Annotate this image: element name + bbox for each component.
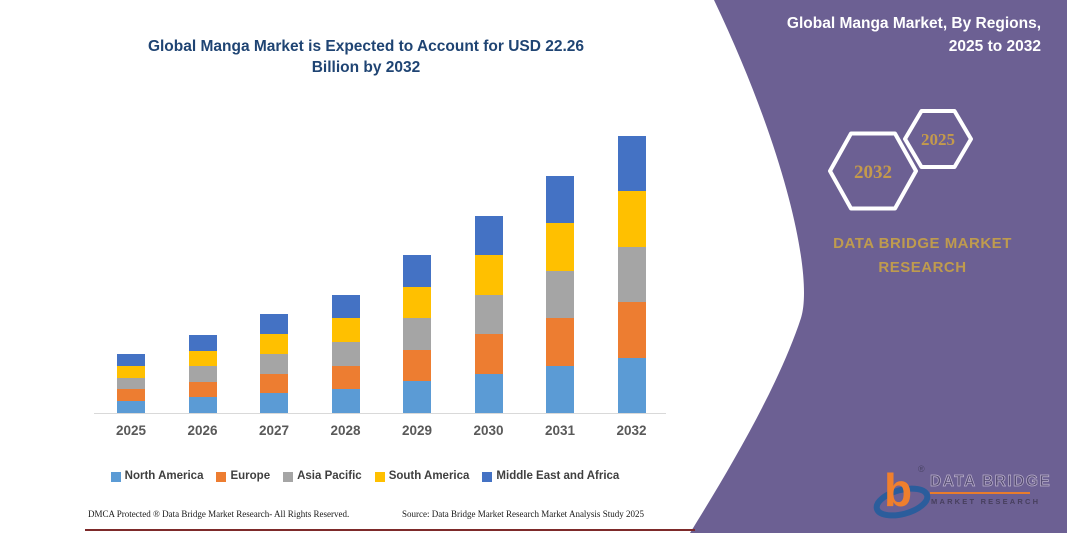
- footer-source: Source: Data Bridge Market Research Mark…: [402, 509, 644, 519]
- logo-underline: [930, 492, 1030, 494]
- logo-letter: b: [884, 464, 912, 516]
- bar-segment-asia-pacific-2032: [617, 246, 646, 303]
- bar-segment-middle-east-and-africa-2029: [403, 254, 431, 287]
- chart-title-line1: Global Manga Market is Expected to Accou…: [147, 38, 585, 55]
- x-axis-label-2031: 2031: [544, 423, 576, 438]
- bar-segment-middle-east-and-africa-2026: [188, 334, 217, 351]
- bar-segment-asia-pacific-2030: [474, 294, 503, 335]
- footer-dmca: DMCA Protected ® Data Bridge Market Rese…: [88, 509, 350, 519]
- bar-segment-europe-2032: [617, 302, 646, 358]
- bar-segment-north-america-2032: [617, 357, 646, 413]
- bar-segment-middle-east-and-africa-2031: [546, 175, 574, 224]
- x-axis-label-2032: 2032: [616, 423, 647, 438]
- x-axis-line: [94, 413, 666, 414]
- bar-segment-europe-2027: [260, 373, 288, 394]
- bar-segment-north-america-2025: [117, 401, 145, 413]
- bar-segment-north-america-2030: [474, 373, 503, 413]
- legend-item-europe: Europe: [216, 470, 270, 482]
- databridge-logo-icon: b ®: [873, 464, 931, 519]
- panel-heading: Global Manga Market, By Regions, 2025 to…: [787, 12, 1041, 58]
- legend-item-south-america: South America: [374, 470, 470, 482]
- bar-segment-north-america-2027: [260, 393, 288, 413]
- legend-label: Europe: [230, 470, 271, 482]
- bar-segment-asia-pacific-2027: [260, 353, 288, 374]
- bar-segment-europe-2026: [188, 381, 217, 398]
- bar-segment-europe-2028: [331, 365, 360, 390]
- legend-swatch: [482, 471, 493, 482]
- legend-item-north-america: North America: [110, 470, 204, 482]
- legend-swatch: [283, 471, 294, 482]
- bar-segment-europe-2031: [546, 318, 574, 366]
- bar-segment-south-america-2025: [117, 365, 145, 378]
- bar-segment-asia-pacific-2029: [403, 318, 431, 350]
- bar-segment-south-america-2027: [260, 334, 288, 354]
- legend-swatch: [374, 471, 385, 482]
- bar-segment-south-america-2032: [617, 191, 646, 247]
- x-axis-label-2027: 2027: [258, 423, 290, 438]
- legend-label: Asia Pacific: [297, 470, 362, 482]
- logo-swoosh-icon: [873, 485, 931, 519]
- bar-segment-south-america-2031: [546, 223, 574, 271]
- bar-segment-middle-east-and-africa-2030: [474, 216, 503, 256]
- brand-text-line1: DATA BRIDGE MARKET: [833, 235, 1012, 252]
- bar-segment-asia-pacific-2026: [188, 366, 217, 382]
- hexagon-small-label: 2025: [921, 130, 955, 149]
- brand-text-line2: RESEARCH: [878, 259, 967, 276]
- legend-label: North America: [124, 470, 204, 482]
- bottom-rule: [85, 529, 695, 531]
- bar-segment-south-america-2030: [474, 255, 503, 295]
- bar-segment-south-america-2028: [331, 318, 360, 343]
- logo-subtext: MARKET RESEARCH: [931, 497, 1041, 506]
- chart-legend: North America Europe Asia Pacific South Ame…: [50, 470, 680, 482]
- chart-title-line2: Billion by 2032: [311, 59, 421, 76]
- bar-segment-europe-2030: [474, 334, 503, 374]
- legend-swatch: [216, 471, 227, 482]
- panel-heading-line2: 2025 to 2032: [948, 38, 1041, 55]
- legend-item-asia-pacific: Asia Pacific: [283, 470, 362, 482]
- bar-segment-europe-2029: [403, 349, 431, 382]
- logo-wordmark: DATA BRIDGE: [930, 473, 1052, 491]
- bar-segment-asia-pacific-2025: [117, 377, 145, 390]
- hexagon-large: [828, 131, 918, 211]
- logo-registered-mark: ®: [918, 464, 925, 474]
- hexagon-small: [903, 109, 973, 169]
- x-axis-label-2026: 2026: [187, 423, 218, 438]
- bar-segment-north-america-2029: [403, 381, 431, 413]
- brand-text: DATA BRIDGE MARKET RESEARCH: [810, 232, 1035, 280]
- x-axis-label-2025: 2025: [115, 423, 147, 438]
- bar-segment-middle-east-and-africa-2025: [117, 354, 145, 366]
- hexagon-large-label: 2032: [854, 162, 892, 183]
- bar-segment-north-america-2028: [331, 389, 360, 413]
- chart-title: Global Manga Market is Expected to Accou…: [60, 36, 672, 78]
- x-axis-label-2029: 2029: [401, 423, 433, 438]
- legend-label: Middle East and Africa: [496, 470, 620, 482]
- legend-label: South America: [388, 470, 470, 482]
- bar-segment-middle-east-and-africa-2032: [617, 136, 646, 192]
- panel-heading-line1: Global Manga Market, By Regions,: [786, 15, 1041, 32]
- bar-segment-north-america-2026: [188, 397, 217, 413]
- bar-segment-middle-east-and-africa-2028: [331, 294, 360, 319]
- x-axis-label-2028: 2028: [330, 423, 361, 438]
- bar-segment-asia-pacific-2031: [546, 270, 574, 319]
- bar-segment-asia-pacific-2028: [331, 342, 360, 366]
- legend-item-middle-east-and-africa: Middle East and Africa: [482, 470, 619, 482]
- x-axis-label-2030: 2030: [473, 423, 504, 438]
- bar-segment-middle-east-and-africa-2027: [260, 314, 288, 335]
- legend-swatch: [110, 471, 121, 482]
- bar-segment-north-america-2031: [546, 365, 574, 413]
- bar-segment-south-america-2029: [403, 286, 431, 319]
- bar-segment-south-america-2026: [188, 350, 217, 367]
- bar-segment-europe-2025: [117, 389, 145, 402]
